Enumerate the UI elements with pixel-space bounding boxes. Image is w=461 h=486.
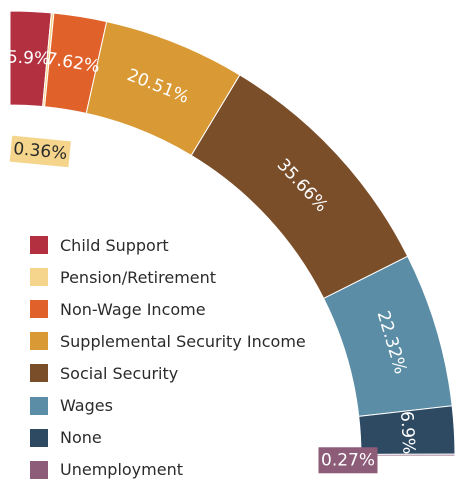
legend-label: Supplemental Security Income (60, 331, 306, 351)
legend-swatch (30, 236, 48, 255)
legend-swatch (30, 428, 48, 447)
legend-label: Pension/Retirement (60, 267, 217, 287)
slice-label-box (9, 135, 71, 168)
legend-label: Social Security (60, 363, 179, 383)
legend-swatch (30, 396, 48, 415)
legend-item-wages: Wages (30, 389, 306, 421)
slice-value-label: 0.27% (321, 450, 375, 470)
legend-swatch (30, 460, 48, 479)
legend-item-unemployment: Unemployment (30, 454, 306, 486)
chart-slices (9, 10, 456, 457)
legend-label: None (60, 428, 102, 448)
legend-swatch (30, 268, 48, 287)
legend-label: Non-Wage Income (60, 299, 206, 319)
legend-label: Unemployment (60, 460, 183, 480)
legend-swatch (30, 364, 48, 383)
legend-item-social-security: Social Security (30, 357, 306, 389)
slice-value-label: 6.9% (396, 410, 419, 454)
slice-value-label: 5.9% (6, 47, 50, 69)
legend-swatch (30, 300, 48, 319)
slice-label-pension-retirement: 0.36% (9, 135, 71, 168)
legend-item-supplemental-security-income: Supplemental Security Income (30, 325, 306, 357)
chart-legend: Child Support Pension/Retirement Non-Wag… (30, 229, 306, 486)
legend-label: Wages (60, 396, 113, 416)
legend-item-child-support: Child Support (30, 229, 306, 261)
legend-label: Child Support (60, 235, 169, 255)
legend-item-pension-retirement: Pension/Retirement (30, 261, 306, 293)
slice-label-box (318, 447, 378, 474)
legend-item-non-wage-income: Non-Wage Income (30, 293, 306, 325)
slice-label-none: 6.9% (396, 410, 419, 454)
slice-label-unemployment: 0.27% (318, 447, 378, 474)
legend-swatch (30, 332, 48, 351)
slice-label-child-support: 5.9% (6, 47, 50, 69)
legend-item-none: None (30, 422, 306, 454)
